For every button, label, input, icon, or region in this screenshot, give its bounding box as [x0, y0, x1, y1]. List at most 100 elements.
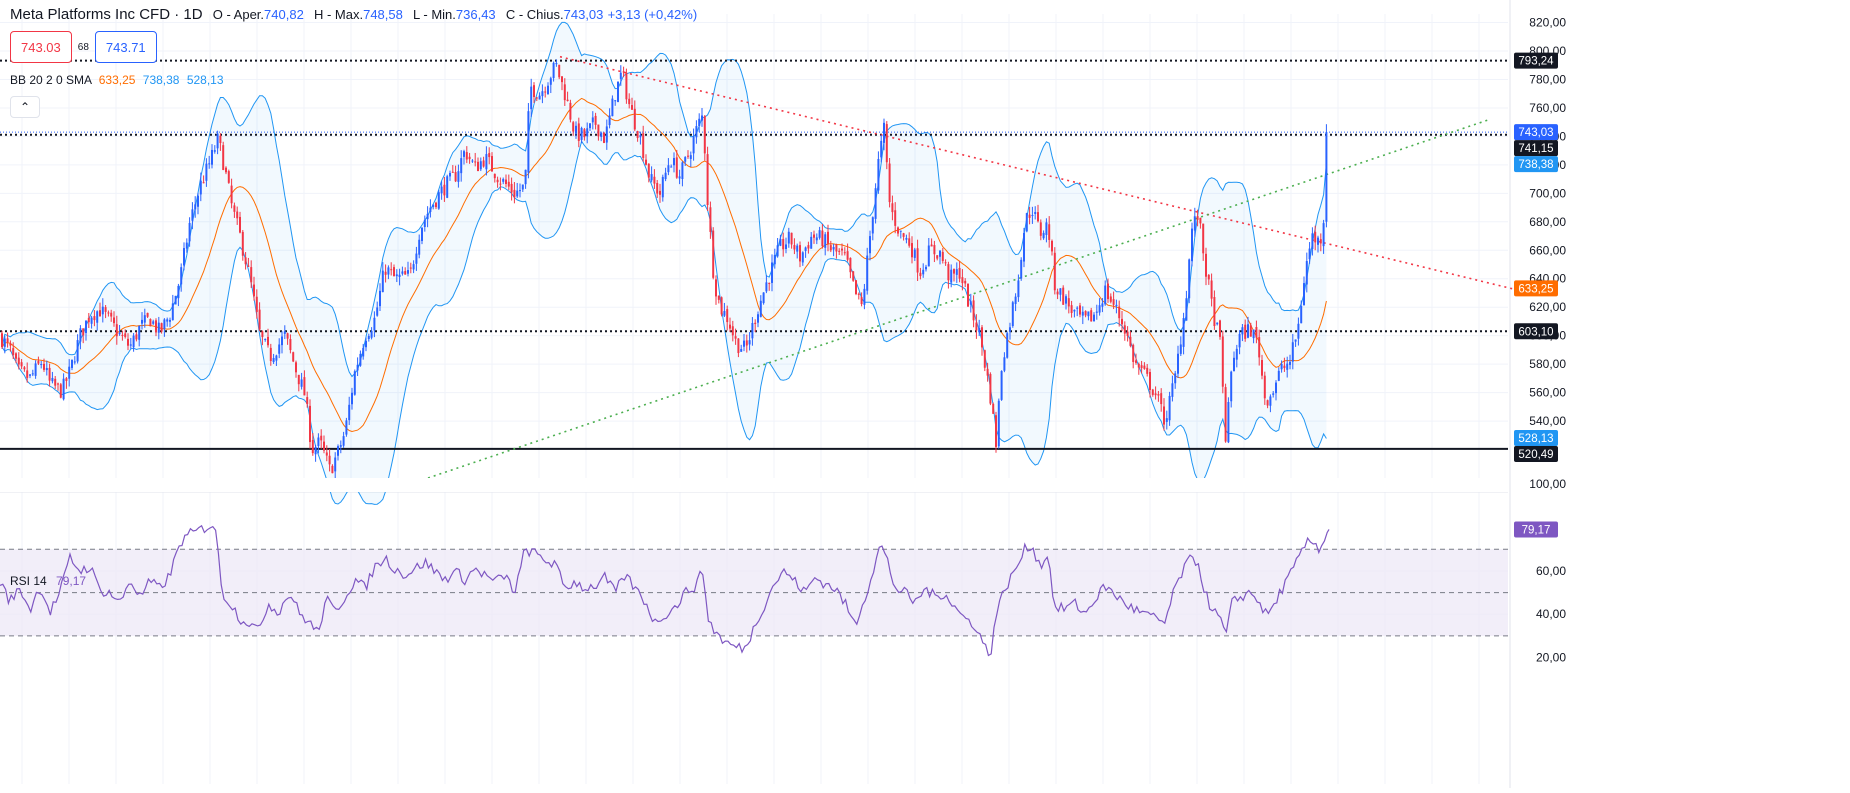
candle-body [580, 127, 583, 140]
candle-body [90, 317, 93, 324]
bollinger-legend[interactable]: BB 20 2 0 SMA 633,25 738,38 528,13 [10, 73, 224, 87]
candle-body [99, 310, 101, 317]
candle-body [283, 331, 286, 334]
band-upper-line [1, 21, 1327, 378]
candle-body [902, 233, 905, 237]
candle-body [759, 300, 762, 317]
candle-body [1277, 370, 1280, 381]
candle-body [586, 128, 589, 137]
symbol-legend: Meta Platforms Inc CFD · 1D O - Aper.740… [10, 6, 697, 23]
candle-body [647, 163, 650, 178]
candle-body [79, 328, 82, 342]
candle-body [303, 377, 306, 396]
candle-body [871, 217, 874, 234]
candle-body [703, 116, 706, 154]
low-value: 736,43 [455, 7, 496, 22]
candle-body [418, 239, 421, 255]
candle-body [118, 332, 121, 335]
candle-body [471, 160, 474, 162]
price-tick-label: 680,00 [1529, 215, 1566, 229]
candle-body [57, 383, 59, 385]
candle-body [468, 156, 471, 160]
candle-body [171, 303, 174, 321]
candle-body [530, 86, 533, 110]
candle-body [569, 102, 572, 120]
symbol-title[interactable]: Meta Platforms Inc CFD · 1D [10, 6, 203, 23]
sell-button[interactable]: 743.03 [10, 31, 72, 63]
candle-body [239, 216, 241, 233]
candle-body [891, 203, 894, 213]
candle-body [1314, 231, 1317, 243]
price-badge-label: 603,10 [1518, 326, 1553, 338]
candle-body [1048, 224, 1051, 240]
price-tick-label: 780,00 [1529, 72, 1566, 86]
candle-body [734, 336, 737, 339]
candle-body [432, 204, 435, 207]
candle-body [838, 250, 841, 252]
candle-body [40, 364, 43, 366]
candle-body [1291, 342, 1294, 362]
candle-body [925, 266, 927, 270]
candle-body [737, 338, 740, 354]
candle-body [1247, 324, 1249, 338]
candle-body [143, 315, 146, 323]
candle-body [499, 183, 502, 185]
candle-body [1062, 287, 1065, 305]
candle-body [807, 245, 810, 249]
candle-body [995, 415, 997, 447]
rsi-tick-label: 40,00 [1536, 607, 1566, 621]
candle-body [1193, 216, 1196, 231]
candle-body [213, 150, 216, 152]
candle-body [577, 123, 580, 142]
price-badge-solid-black [1514, 445, 1558, 462]
candle-body [54, 378, 57, 386]
candle-body [188, 222, 191, 242]
candle-body [1104, 285, 1107, 305]
candle-body [87, 317, 90, 323]
price-badge-dotted-black [1514, 140, 1558, 157]
candle-body [233, 205, 236, 212]
candle-body [745, 340, 748, 346]
candle-body [1000, 371, 1003, 400]
buy-button[interactable]: 743.71 [94, 31, 157, 63]
candle-body [779, 238, 782, 246]
candle-body [73, 361, 76, 363]
candle-body [426, 213, 429, 220]
candle-body [48, 367, 51, 381]
candle-body [1297, 323, 1300, 339]
candle-body [681, 162, 684, 179]
candle-body [325, 452, 328, 456]
candle-body [992, 403, 995, 414]
candle-body [796, 245, 799, 252]
candle-body [617, 81, 619, 102]
candle-body [258, 309, 261, 330]
candle-body [1154, 393, 1157, 396]
candle-body [1056, 291, 1059, 295]
candle-body [964, 280, 967, 284]
candle-body [76, 340, 79, 362]
candle-body [113, 317, 115, 324]
candle-body [877, 158, 880, 191]
candle-body [1070, 305, 1073, 314]
candle-body [1118, 306, 1121, 319]
rsi-legend[interactable]: RSI 14 79,17 [10, 574, 86, 588]
candle-body [642, 133, 645, 158]
spread-value: 68 [77, 41, 89, 53]
candle-body [961, 277, 964, 284]
candle-body [292, 352, 295, 362]
candle-body [869, 236, 871, 254]
candle-body [275, 355, 278, 361]
candle-body [390, 269, 393, 271]
candle-body [1319, 239, 1322, 244]
price-axis: 820,00800,00780,00760,00740,00720,00700,… [1514, 16, 1566, 665]
high-value: 748,58 [363, 7, 403, 22]
trendline-support [427, 118, 1491, 479]
candle-body [673, 158, 675, 166]
candle-body [457, 171, 460, 182]
candle-body [1073, 309, 1076, 312]
candle-body [972, 300, 975, 321]
collapse-indicators-button[interactable]: ⌃ [10, 96, 40, 118]
candle-body [423, 219, 426, 228]
